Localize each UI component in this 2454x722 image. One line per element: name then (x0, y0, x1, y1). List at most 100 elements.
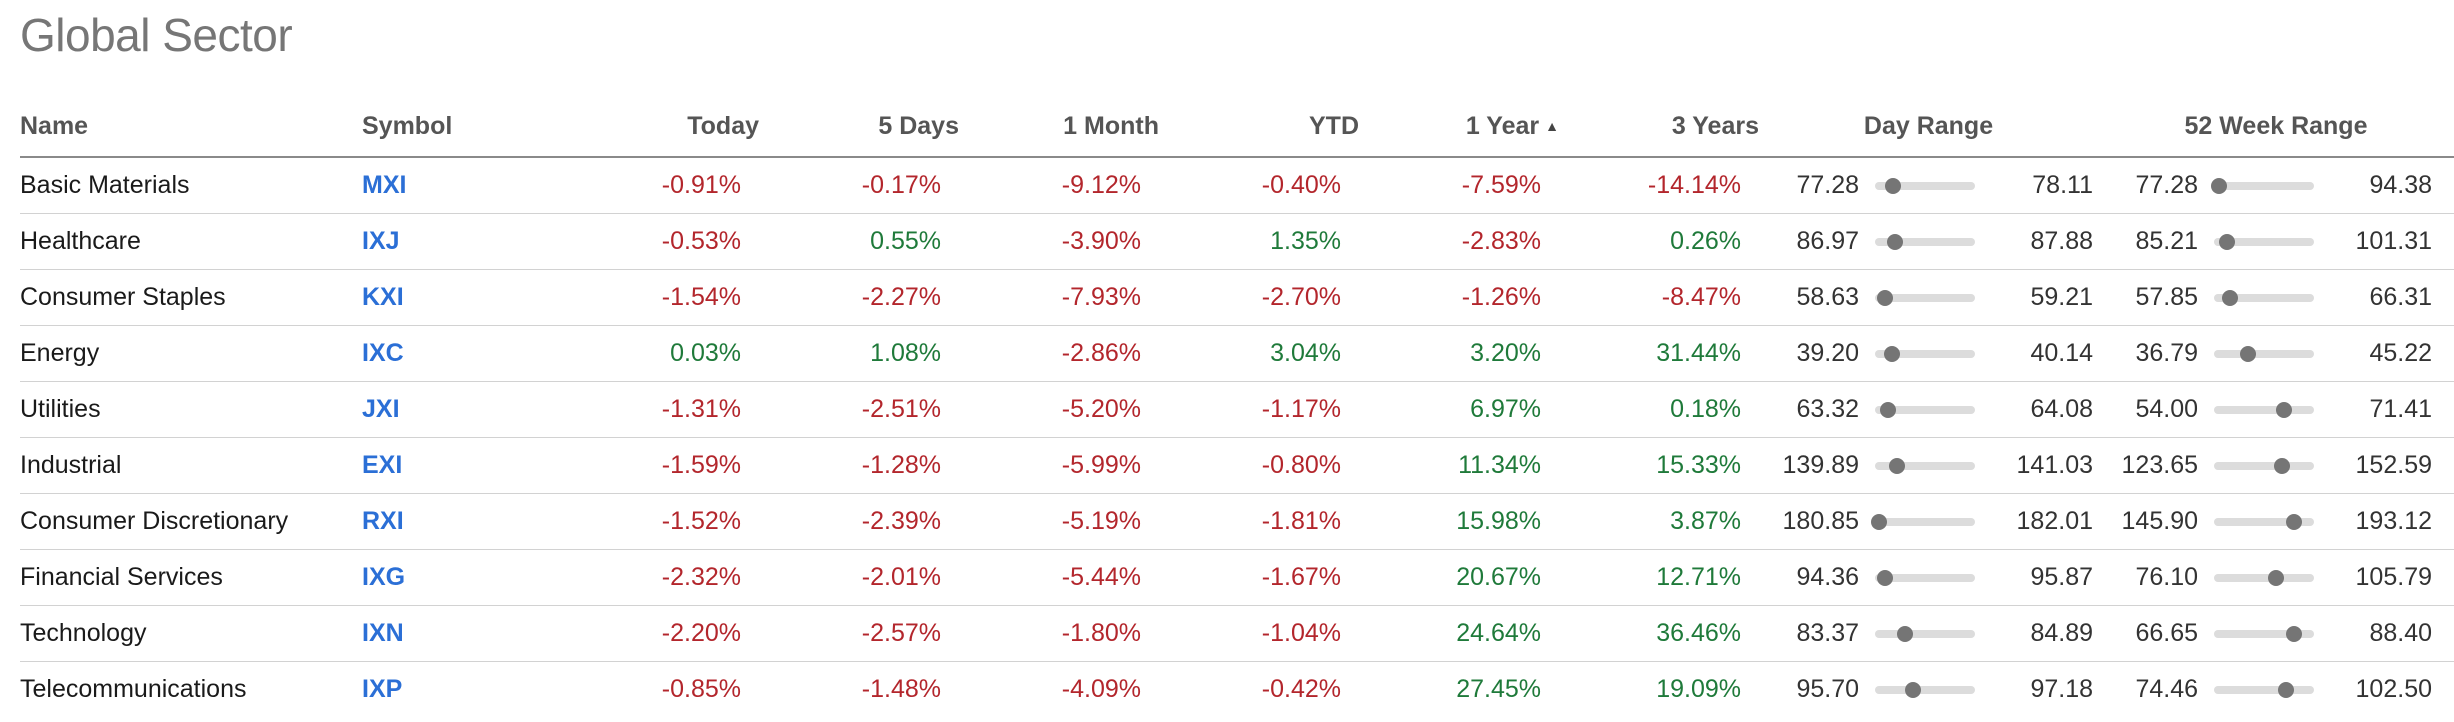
week52-range-track (2214, 233, 2314, 250)
table-row[interactable]: Healthcare IXJ -0.53% 0.55% -3.90% 1.35% -2.83… (20, 213, 2454, 270)
week52-range: 77.28 94.38 (2098, 158, 2454, 213)
day-range-low: 95.70 (1796, 675, 1859, 703)
symbol-link[interactable]: RXI (362, 507, 404, 535)
week52-range-high: 101.31 (2355, 227, 2432, 255)
day-range-low: 139.89 (1782, 451, 1859, 479)
week52-range-marker (2286, 625, 2302, 642)
day-range: 58.63 59.21 (1759, 270, 2098, 325)
day-range-track (1875, 569, 1975, 586)
week52-range-marker (2268, 569, 2284, 586)
sort-ascending-icon: ▲ (1545, 117, 1559, 134)
day-range: 180.85 182.01 (1759, 494, 2098, 549)
table-row[interactable]: Consumer Staples KXI -1.54% -2.27% -7.93% -2.… (20, 269, 2454, 326)
header-symbol[interactable]: Symbol (362, 96, 522, 158)
one-month-change: -3.90% (959, 213, 1159, 270)
header-today[interactable]: Today (522, 96, 759, 158)
table-row[interactable]: Consumer Discretionary RXI -1.52% -2.39% -5.… (20, 493, 2454, 550)
header-5-days[interactable]: 5 Days (759, 96, 959, 158)
day-range-low: 58.63 (1796, 283, 1859, 311)
header-day-range[interactable]: Day Range (1759, 96, 2098, 158)
sector-name: Industrial (20, 437, 362, 494)
week52-range-marker (2274, 457, 2290, 474)
day-range-high: 182.01 (2016, 507, 2093, 535)
day-range-marker (1871, 513, 1887, 530)
three-years-change: 12.71% (1559, 549, 1759, 606)
week52-range-low: 76.10 (2135, 563, 2198, 591)
day-range-cell: 94.36 95.87 (1759, 549, 2098, 606)
three-years-change: 19.09% (1656, 675, 1741, 703)
day-range-track (1875, 233, 1975, 250)
week52-range-track (2214, 401, 2314, 418)
header-name[interactable]: Name (20, 96, 362, 158)
today-change: -2.32% (522, 549, 759, 606)
one-month-change: -5.99% (959, 437, 1159, 494)
table-row[interactable]: Utilities JXI -1.31% -2.51% -5.20% -1.17% 6.97… (20, 381, 2454, 438)
header-52-week-range[interactable]: 52 Week Range (2098, 96, 2454, 158)
one-month-change: -7.93% (959, 269, 1159, 326)
day-range-marker (1887, 233, 1903, 250)
table-row[interactable]: Financial Services IXG -2.32% -2.01% -5.44% -… (20, 549, 2454, 606)
three-years-change: -14.14% (1559, 157, 1759, 214)
symbol-link[interactable]: KXI (362, 283, 404, 311)
table-row[interactable]: Telecommunications IXP -0.85% -1.48% -4.09% -… (20, 662, 2454, 718)
day-range-track (1875, 681, 1975, 698)
day-range-marker (1905, 681, 1921, 698)
header-1-month[interactable]: 1 Month (959, 96, 1159, 158)
symbol-link[interactable]: IXJ (362, 227, 400, 255)
symbol-link[interactable]: IXC (362, 339, 404, 367)
one-year-change: -2.83% (1359, 213, 1559, 270)
day-range-marker (1880, 401, 1896, 418)
ytd-change: -1.04% (1159, 605, 1359, 662)
table-row[interactable]: Technology IXN -2.20% -2.57% -1.80% -1.04% 24.… (20, 605, 2454, 662)
symbol-link[interactable]: IXP (362, 675, 403, 703)
week52-range: 36.79 45.22 (2098, 326, 2454, 381)
week52-range-track (2214, 513, 2314, 530)
day-range: 86.97 87.88 (1759, 214, 2098, 269)
symbol-link[interactable]: MXI (362, 171, 407, 199)
three-years-change: -8.47% (1559, 269, 1759, 326)
week52-range-low: 145.90 (2121, 507, 2198, 535)
week52-range-low: 123.65 (2121, 451, 2198, 479)
header-1-year[interactable]: 1 Year ▲ (1359, 96, 1559, 158)
today-change: -0.53% (522, 213, 759, 270)
symbol-link[interactable]: JXI (362, 395, 400, 423)
day-range-high: 141.03 (2016, 451, 2093, 479)
one-month-change: -5.44% (959, 549, 1159, 606)
table-body: Basic Materials MXI -0.91% -0.17% -9.12% -0.4… (20, 157, 2454, 717)
day-range: 83.37 84.89 (1759, 606, 2098, 661)
table-row[interactable]: Industrial EXI -1.59% -1.28% -5.99% -0.80% 11.… (20, 437, 2454, 494)
day-range-cell: 63.32 64.08 (1759, 381, 2098, 438)
table-row[interactable]: Basic Materials MXI -0.91% -0.17% -9.12% -0.4… (20, 157, 2454, 214)
day-range-track (1875, 289, 1975, 306)
day-range: 139.89 141.03 (1759, 438, 2098, 493)
symbol-cell: KXI (362, 269, 522, 326)
one-year-change: 20.67% (1359, 549, 1559, 606)
ytd-change: 3.04% (1159, 325, 1359, 382)
ytd-change: -1.81% (1159, 493, 1359, 550)
symbol-cell: IXG (362, 549, 522, 606)
week52-range-high: 71.41 (2369, 395, 2432, 423)
week52-range-cell: 77.28 94.38 (2098, 157, 2454, 214)
today-change: 0.03% (522, 325, 759, 382)
week52-range-marker (2286, 513, 2302, 530)
today-change: -0.91% (522, 157, 759, 214)
day-range-high: 59.21 (2030, 283, 2093, 311)
ytd-change: -0.40% (1159, 157, 1359, 214)
sector-name: Consumer Discretionary (20, 493, 362, 550)
symbol-cell: MXI (362, 157, 522, 214)
header-3-years[interactable]: 3 Years (1559, 96, 1759, 158)
week52-range-high: 66.31 (2369, 283, 2432, 311)
day-range-high: 84.89 (2030, 619, 2093, 647)
five-days-change: -2.39% (759, 493, 959, 550)
header-ytd[interactable]: YTD (1159, 96, 1359, 158)
sector-name: Energy (20, 325, 362, 382)
week52-range: 74.46 102.50 (2098, 662, 2454, 717)
symbol-link[interactable]: IXN (362, 619, 404, 647)
week52-range: 76.10 105.79 (2098, 550, 2454, 605)
symbol-link[interactable]: IXG (362, 563, 406, 591)
week52-range-track (2214, 289, 2314, 306)
week52-range-cell: 57.85 66.31 (2098, 269, 2454, 326)
table-row[interactable]: Energy IXC 0.03% 1.08% -2.86% 3.04% 3.20% 31.44… (20, 325, 2454, 382)
one-year-change: -1.26% (1359, 269, 1559, 326)
symbol-link[interactable]: EXI (362, 451, 403, 479)
